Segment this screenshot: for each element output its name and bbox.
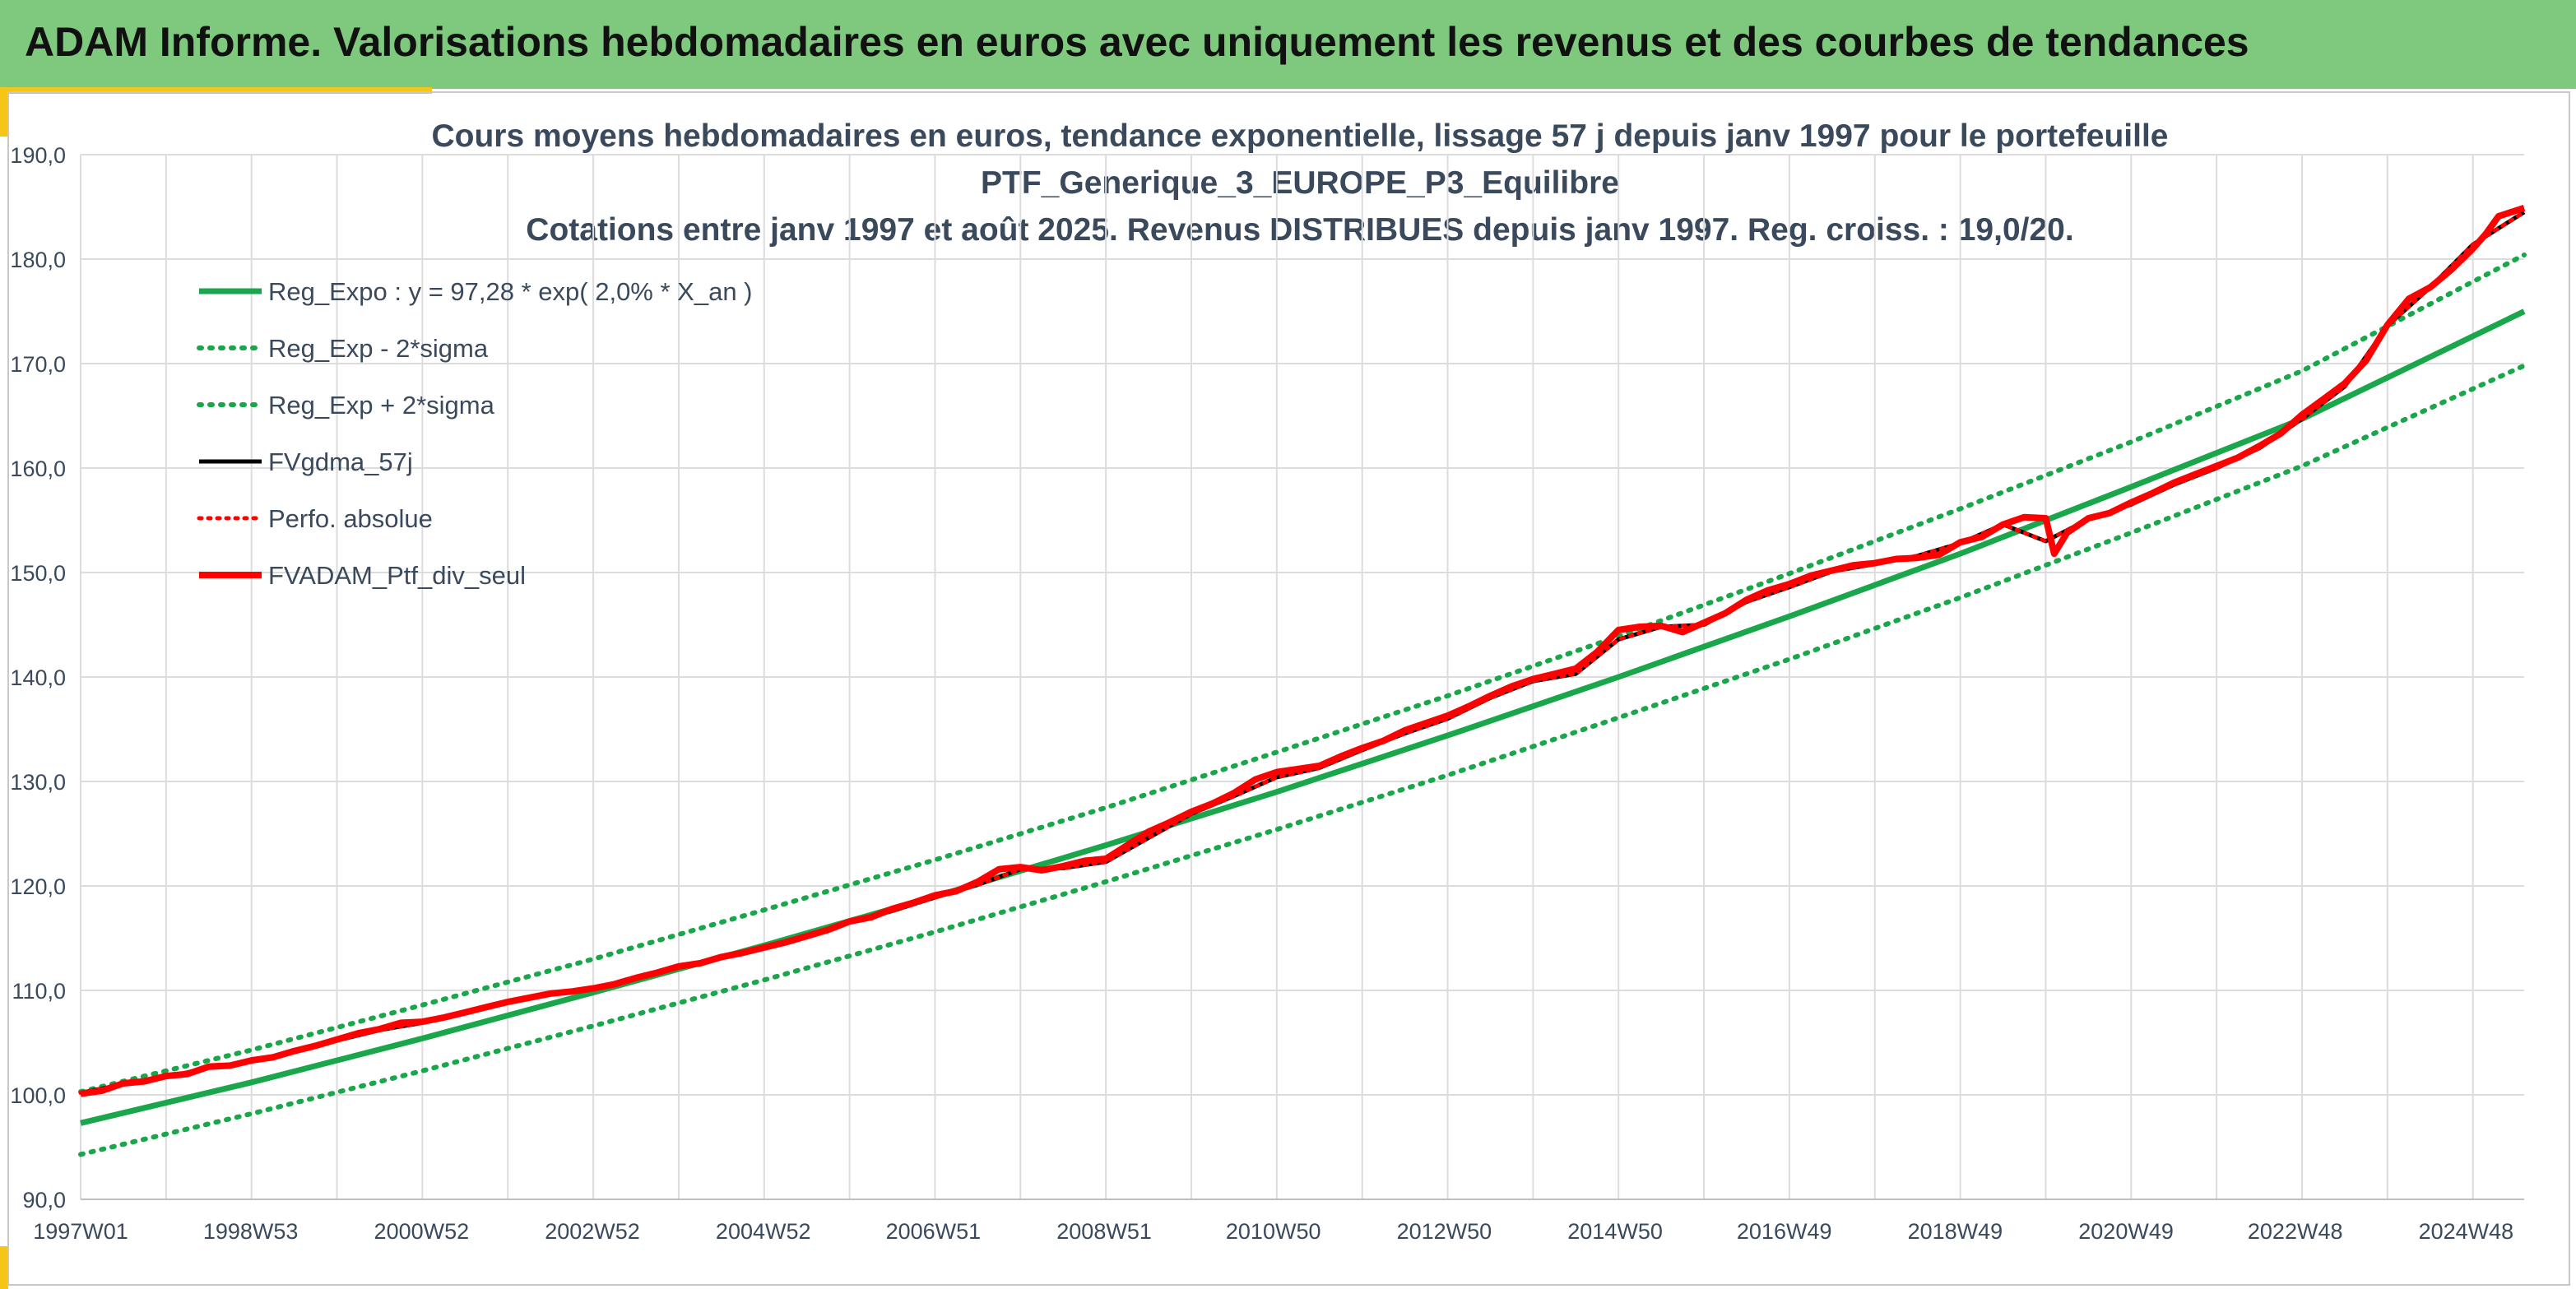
- accent-bar-top: [0, 87, 432, 94]
- report-header: ADAM Informe. Valorisations hebdomadaire…: [0, 0, 2576, 89]
- series-lines: [78, 204, 2527, 1157]
- grid-lines: [80, 154, 2524, 1200]
- x-tick-label: 1998W53: [203, 1219, 299, 1244]
- series-line-0: [80, 308, 2526, 1126]
- legend-label-2: Reg_Exp + 2*sigma: [268, 391, 495, 420]
- x-tick-label: 2008W51: [1056, 1219, 1152, 1244]
- x-tick-label: 2000W52: [374, 1219, 470, 1244]
- legend-label-4: Perfo. absolue: [268, 504, 433, 533]
- x-tick-label: 2006W51: [886, 1219, 982, 1244]
- y-axis-tick-labels: 90,0 100,0 110,0 120,0 130,0 140,0 150,0 160,0 1…: [10, 143, 66, 1212]
- legend-label-0: Reg_Expo : y = 97,28 * exp( 2,0% * X_an …: [268, 277, 753, 306]
- legend-label-3: FVgdma_57j: [268, 447, 413, 476]
- y-tick-label: 180,0: [10, 248, 66, 272]
- y-tick-label: 100,0: [10, 1083, 66, 1108]
- legend: Reg_Expo : y = 97,28 * exp( 2,0% * X_an …: [197, 277, 753, 590]
- y-tick-label: 90,0: [22, 1188, 66, 1212]
- legend-label-1: Reg_Exp - 2*sigma: [268, 334, 489, 363]
- x-tick-label: 2014W50: [1567, 1219, 1663, 1244]
- series-line-5: [80, 204, 2526, 1097]
- chart-title-line-1: Cours moyens hebdomadaires en euros, ten…: [431, 118, 2168, 154]
- chart-title-line-2: PTF_Generique_3_EUROPE_P3_Equilibre: [981, 165, 1619, 201]
- y-tick-label: 140,0: [10, 665, 66, 690]
- y-tick-label: 110,0: [12, 979, 66, 1004]
- y-tick-label: 150,0: [10, 561, 66, 586]
- x-tick-label: 2010W50: [1226, 1219, 1321, 1244]
- y-tick-label: 170,0: [10, 352, 66, 377]
- y-tick-label: 120,0: [10, 874, 66, 899]
- x-tick-label: 2018W49: [1908, 1219, 2003, 1244]
- y-tick-label: 190,0: [10, 143, 66, 168]
- x-tick-label: 2004W52: [716, 1219, 811, 1244]
- x-tick-label: 2016W49: [1737, 1219, 1832, 1244]
- accent-bar-left-top: [0, 87, 8, 137]
- legend-label-5: FVADAM_Ptf_div_seul: [268, 561, 526, 590]
- chart-title-line-3: Cotations entre janv 1997 et août 2025. …: [526, 212, 2073, 248]
- series-line-2: [78, 252, 2527, 1095]
- x-tick-label: 2024W48: [2419, 1219, 2514, 1244]
- accent-bar-left-bottom: [0, 1246, 8, 1289]
- y-tick-label: 130,0: [10, 770, 66, 795]
- x-axis-tick-labels: 1997W01 1998W53 2000W52 2002W52 2004W52 2006W…: [33, 1219, 2513, 1244]
- x-tick-label: 2022W48: [2248, 1219, 2343, 1244]
- x-tick-label: 2020W49: [2078, 1219, 2174, 1244]
- chart-border: [7, 91, 2570, 1286]
- x-tick-label: 2002W52: [545, 1219, 640, 1244]
- series-line-1: [78, 363, 2527, 1157]
- x-tick-label: 1997W01: [33, 1219, 128, 1244]
- y-tick-label: 160,0: [10, 457, 66, 481]
- report-title: ADAM Informe. Valorisations hebdomadaire…: [25, 19, 2249, 65]
- x-tick-label: 2012W50: [1397, 1219, 1492, 1244]
